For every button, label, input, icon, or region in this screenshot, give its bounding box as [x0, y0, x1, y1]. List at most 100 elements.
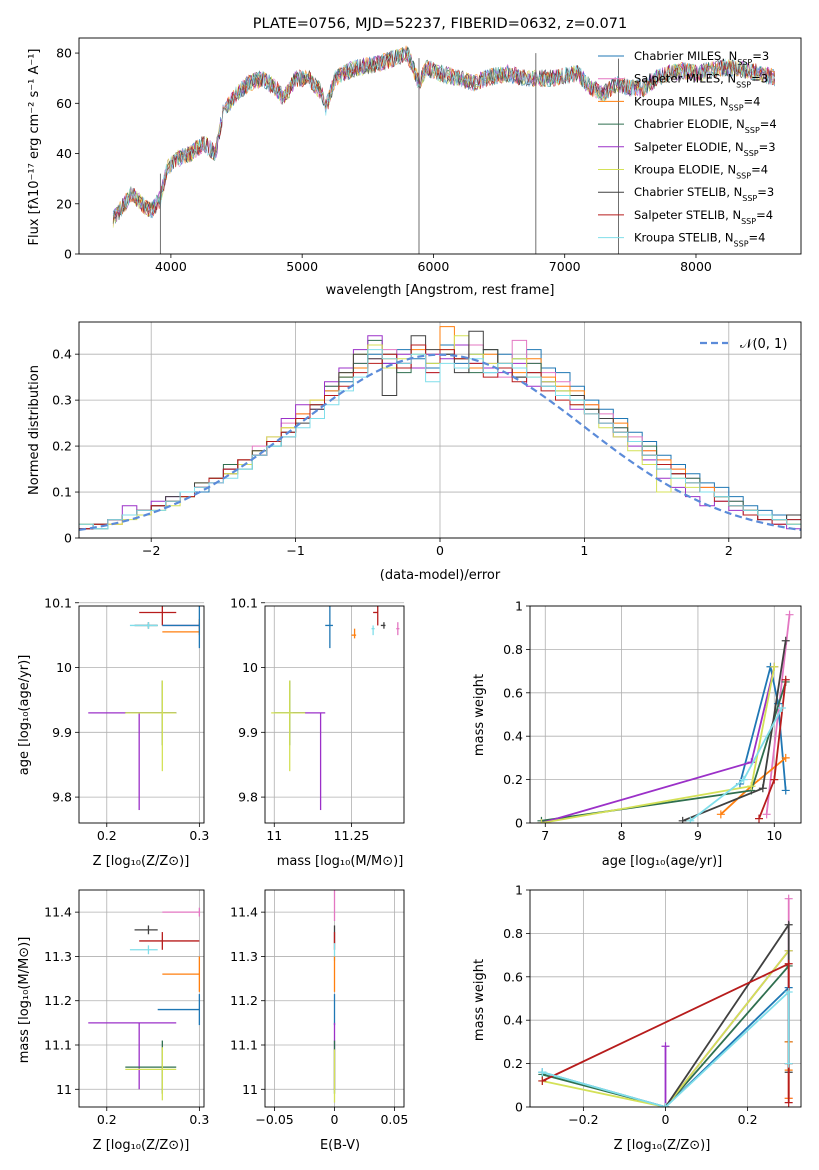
- zweight-xtick-label: −0.2: [568, 1112, 598, 1127]
- zmass-ylabel: mass [log₁₀(M/M⊙)]: [17, 937, 32, 1064]
- zmass-errorbars: [88, 907, 201, 1101]
- zmass-xlabel: Z [log₁₀(Z/Z⊙)]: [93, 1138, 190, 1153]
- massage-xlabel: mass [log₁₀(M/M⊙)]: [277, 854, 404, 869]
- legend-label: Salpeter MILES, NSSP=3: [634, 72, 768, 90]
- spectrum-ytick-label: 20: [56, 196, 72, 211]
- ageweight-marker: [758, 784, 767, 793]
- zweight-xlabel: Z [log₁₀(Z/Z⊙)]: [614, 1138, 711, 1153]
- zmass-ytick-label: 11.3: [44, 949, 72, 964]
- ageweight-marker: [716, 810, 725, 819]
- ageweight-marker: [781, 753, 790, 762]
- ageweight-marker: [739, 775, 748, 784]
- massage-xtick-label: 11: [266, 828, 282, 843]
- massage-ytick-label: 10.1: [230, 595, 258, 610]
- hist-ytick-label: 0.1: [52, 485, 72, 500]
- ageweight-marker: [686, 816, 695, 823]
- spectrum-xtick-label: 8000: [680, 259, 712, 274]
- zweight-axes: −0.2 0 0.2 0 0.2 0.4 0.6 0.8 1: [503, 883, 801, 1127]
- zmass-frame: [78, 889, 205, 1108]
- legend-label: Chabrier MILES, NSSP=3: [634, 49, 769, 67]
- zage-axes: 0.2 0.3 9.8 9.9 10 10.1: [44, 595, 209, 843]
- ageweight-ytick-label: 0: [515, 816, 523, 831]
- legend-label: Kroupa ELODIE, NSSP=4: [634, 163, 768, 181]
- ageweight-marker: [747, 782, 756, 791]
- ageweight-series-line: [739, 666, 787, 791]
- ageweight-marker: [770, 775, 779, 784]
- hist-ytick-label: 0.2: [52, 439, 72, 454]
- hist-ytick-label: 0.4: [52, 347, 72, 362]
- spectrum-series-line: [112, 47, 775, 221]
- hist-frame: [78, 321, 802, 539]
- spectrum-frame: [78, 37, 802, 255]
- zweight-ytick-label: 0.4: [503, 1013, 523, 1028]
- zweight-ytick-label: 0: [515, 1100, 523, 1115]
- zweight-xtick-label: 0.2: [738, 1112, 758, 1127]
- zmass-ytick-label: 11.4: [44, 905, 72, 920]
- zweight-marker: [784, 959, 793, 968]
- massage-frame: [264, 605, 405, 824]
- zage-xtick-label: 0.3: [189, 828, 209, 843]
- zage-ylabel: age [log₁₀(age/yr)]: [17, 655, 32, 776]
- spectrum-title: PLATE=0756, MJD=52237, FIBERID=0632, z=0…: [253, 16, 627, 32]
- ageweight-marker: [770, 662, 779, 671]
- spectrum-ytick-label: 80: [56, 46, 72, 61]
- zweight-marker: [784, 920, 793, 929]
- ageweight-xtick-label: 9: [694, 828, 702, 843]
- zweight-ytick-label: 0.6: [503, 969, 523, 984]
- ebv-xtick-label: 0: [331, 1112, 339, 1127]
- hist-xlabel: (data-model)/error: [380, 568, 501, 583]
- ebv-ytick-label: 11.2: [230, 993, 258, 1008]
- zweight-marker: [784, 1059, 793, 1068]
- ageweight-marker: [785, 610, 794, 619]
- zweight-ylabel: mass weight: [472, 959, 487, 1041]
- hist-xtick-label: −2: [142, 543, 160, 558]
- spectrum-xlabel: wavelength [Angstrom, rest frame]: [326, 283, 555, 298]
- spectrum-axes: 4000 5000 6000 7000 8000 0 20 40 60 80: [56, 46, 712, 274]
- spectrum-xtick-label: 7000: [549, 259, 581, 274]
- ageweight-ytick-label: 0.8: [503, 642, 523, 657]
- ebv-frame: [264, 889, 405, 1108]
- legend-label: Chabrier ELODIE, NSSP=4: [634, 117, 777, 135]
- zage-xtick-label: 0.2: [97, 828, 117, 843]
- zweight-series-line: [542, 989, 790, 1107]
- ageweight-ytick-label: 1: [515, 599, 523, 614]
- massage-ytick-label: 9.9: [238, 725, 258, 740]
- ageweight-marker: [755, 814, 764, 823]
- ebv-xtick-label: −0.05: [255, 1112, 293, 1127]
- spectrum-ytick-label: 60: [56, 96, 72, 111]
- zweight-ytick-label: 0.8: [503, 926, 523, 941]
- hist-ytick-label: 0.3: [52, 393, 72, 408]
- zage-ytick-label: 9.9: [52, 725, 72, 740]
- ageweight-lines: [537, 610, 794, 823]
- zweight-marker: [538, 1076, 547, 1085]
- spectrum-ytick-label: 0: [64, 247, 72, 262]
- spectrum-ytick-label: 40: [56, 146, 72, 161]
- hist-xtick-label: −1: [286, 543, 304, 558]
- hist-axes: −2 −1 0 1 2 0 0.1 0.2 0.3 0.4: [52, 322, 801, 558]
- spectrum-xtick-label: 5000: [286, 259, 318, 274]
- massage-axes: 11 11.25 9.8 9.9 10 10.1: [230, 595, 404, 843]
- ageweight-marker: [762, 810, 771, 819]
- hist-xtick-label: 0: [436, 543, 444, 558]
- zweight-ytick-label: 1: [515, 883, 523, 898]
- massage-ytick-label: 9.8: [238, 790, 258, 805]
- zweight-xtick-label: 0: [662, 1112, 670, 1127]
- zage-frame: [78, 605, 205, 824]
- zweight-marker: [538, 1068, 547, 1077]
- zweight-lines: [538, 894, 793, 1107]
- massage-xtick-label: 11.25: [334, 828, 370, 843]
- ebv-ytick-label: 11.1: [230, 1038, 258, 1053]
- legend-label: 𝒩(0, 1): [740, 337, 787, 352]
- ageweight-marker: [777, 703, 786, 712]
- ageweight-ylabel: mass weight: [472, 674, 487, 756]
- zweight-marker: [784, 894, 793, 903]
- zmass-xtick-label: 0.3: [189, 1112, 209, 1127]
- ageweight-marker: [781, 675, 790, 684]
- zweight-series-line: [664, 921, 790, 1107]
- legend-label: Chabrier STELIB, NSSP=3: [634, 185, 774, 203]
- ebv-ytick-label: 11.3: [230, 949, 258, 964]
- ageweight-xlabel: age [log₁₀(age/yr)]: [602, 854, 723, 869]
- ageweight-marker: [781, 636, 790, 645]
- ageweight-marker: [678, 816, 687, 823]
- legend-label: Salpeter STELIB, NSSP=4: [634, 208, 773, 226]
